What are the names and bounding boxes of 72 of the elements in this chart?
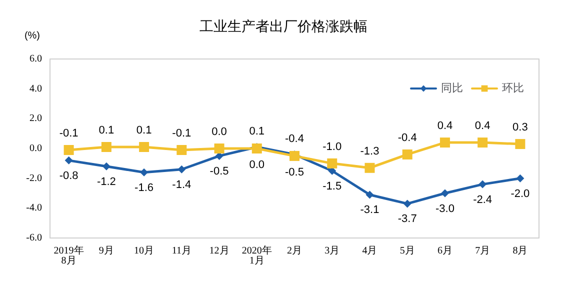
data-label: 0.1 (136, 124, 152, 137)
point (64, 144, 74, 155)
data-label: -0.1 (59, 127, 78, 140)
x-tick-label: 2月 (287, 246, 302, 256)
y-axis-title: (%) (24, 30, 40, 42)
data-label: -0.4 (398, 132, 417, 144)
x-tick-label: 9月 (98, 246, 114, 256)
data-label: -0.5 (285, 166, 304, 178)
data-label: -1.3 (360, 145, 380, 158)
data-label: 0.1 (98, 124, 114, 137)
point (139, 142, 150, 152)
point (440, 189, 449, 198)
x-tick-label: 11月 (172, 246, 192, 256)
x-tick-label: 2019年 8月 (54, 244, 84, 266)
data-label: 0.0 (249, 159, 265, 171)
x-tick-label: 8月 (512, 246, 528, 256)
point (478, 138, 488, 148)
y-tick-label: 4.0 (30, 83, 42, 94)
x-tick-label: 12月 (209, 246, 230, 256)
y-tick-label: -2.0 (26, 172, 42, 184)
data-label: 0.0 (212, 126, 227, 138)
data-label: -1.4 (172, 178, 192, 191)
data-label: -0.5 (210, 165, 229, 178)
point (364, 162, 375, 173)
y-tick-label: -4.0 (26, 202, 42, 214)
y-tick-label: 2.0 (30, 113, 42, 124)
point (403, 200, 412, 208)
y-tick-label: 6.0 (30, 54, 42, 64)
point (214, 144, 224, 154)
data-label: -1.2 (96, 176, 116, 188)
point (290, 150, 300, 161)
data-label: -2.4 (473, 194, 492, 206)
point (478, 180, 487, 188)
x-tick-label: 4月 (362, 246, 378, 256)
point (440, 138, 450, 148)
x-tick-label: 3月 (324, 246, 340, 256)
point (102, 162, 110, 170)
point (252, 144, 262, 154)
x-tick-label: 2020年 1月 (242, 244, 272, 266)
data-label: -1.5 (322, 180, 342, 192)
data-label: 0.1 (249, 126, 265, 138)
legend-label: 环比 (502, 82, 524, 94)
data-label: -0.1 (172, 127, 192, 140)
x-tick-label: 7月 (475, 246, 490, 256)
point (176, 144, 187, 155)
point (101, 142, 112, 152)
x-tick-label: 10月 (134, 246, 154, 256)
data-label: -2.0 (510, 188, 530, 200)
legend-label: 同比 (441, 82, 463, 94)
point (178, 165, 186, 174)
y-tick-label: -6.0 (26, 232, 42, 244)
data-label: -3.1 (360, 204, 380, 216)
point (366, 190, 374, 199)
data-label: -0.4 (285, 132, 304, 145)
data-label: -3.7 (398, 213, 417, 226)
data-label: -0.8 (59, 170, 78, 182)
data-label: -1.0 (322, 140, 342, 153)
x-tick-label: 5月 (400, 246, 415, 256)
data-label: -1.6 (134, 182, 154, 194)
y-tick-label: 0.0 (30, 143, 42, 154)
data-label: 0.4 (474, 120, 490, 132)
point (402, 149, 412, 160)
point (140, 168, 148, 176)
point (516, 174, 524, 182)
chart-title: 工业生产者出厂价格涨跌幅 (200, 18, 368, 34)
point (64, 156, 73, 164)
data-label: 0.3 (512, 122, 528, 134)
data-label: 0.4 (437, 120, 453, 132)
point (515, 139, 526, 150)
x-tick-label: 6月 (437, 246, 452, 256)
data-label: -3.0 (435, 202, 454, 215)
point (327, 158, 338, 168)
